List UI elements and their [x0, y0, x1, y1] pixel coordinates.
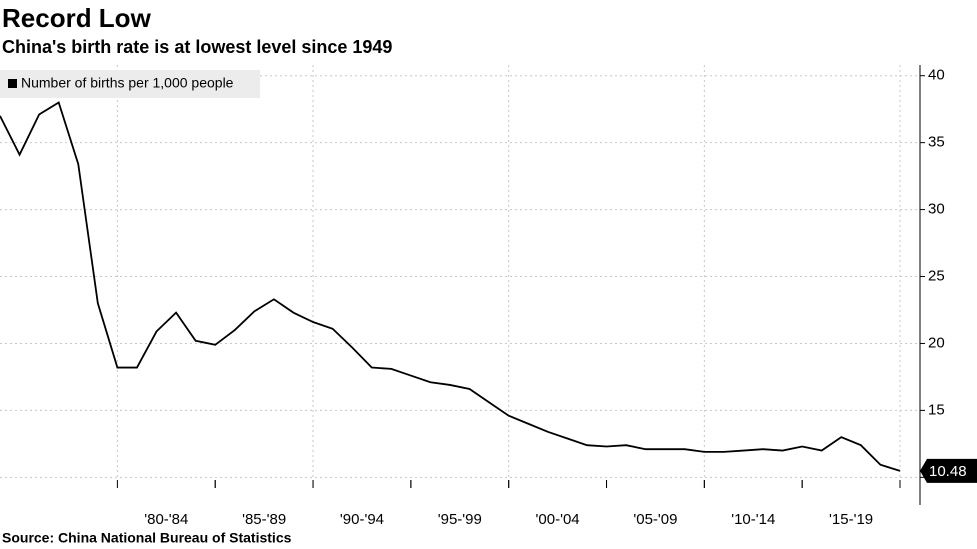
last-value-tag: [920, 458, 977, 483]
x-tick-label: '00-'04: [536, 511, 580, 528]
x-tick-label: '15-'19: [829, 511, 873, 528]
y-tick-label: 40: [928, 67, 945, 84]
source: Source: China National Bureau of Statist…: [2, 530, 292, 546]
legend-swatch: [8, 79, 17, 88]
y-tick-label: 15: [928, 401, 945, 418]
x-tick-label: '95-'99: [438, 511, 482, 528]
x-tick-label: '10-'14: [731, 511, 775, 528]
x-tick-label: '80-'84: [144, 511, 188, 528]
legend-box: [0, 70, 260, 98]
last-value-label: 10.48: [929, 463, 967, 480]
y-tick-label: 20: [928, 334, 945, 351]
x-tick-label: '85-'89: [242, 511, 286, 528]
x-tick-label: '05-'09: [633, 511, 677, 528]
chart-title: Record Low: [2, 3, 152, 33]
y-tick-label: 30: [928, 201, 945, 218]
y-tick-label: 25: [928, 267, 945, 284]
x-tick-label: '90-'94: [340, 511, 384, 528]
y-tick-label: 35: [928, 134, 945, 151]
legend-label: Number of births per 1,000 people: [21, 75, 234, 91]
line-series: [0, 101, 901, 472]
chart-subtitle: China's birth rate is at lowest level si…: [2, 37, 392, 57]
